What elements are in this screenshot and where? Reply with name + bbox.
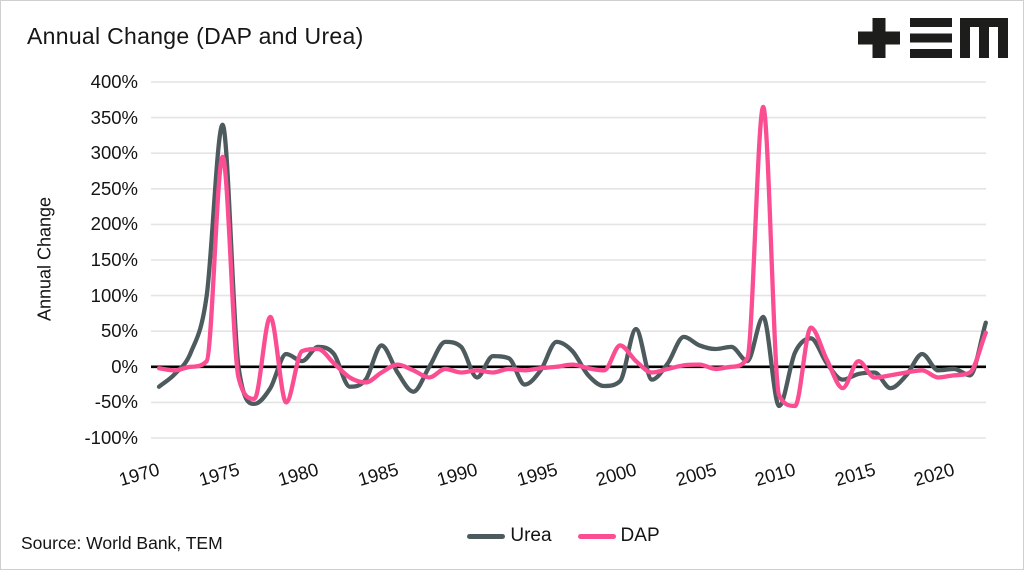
y-tick-label: 400% [90,71,138,92]
tem-logo-icon [858,18,1008,58]
line-chart-plot-area [151,81,988,439]
y-tick-label: -100% [84,427,138,448]
legend-item-dap: DAP [577,525,660,547]
y-tick-label: -50% [94,391,138,413]
y-tick-label: 150% [90,249,138,270]
legend-item-urea: Urea [467,525,552,547]
y-tick-label: 0% [111,355,138,377]
legend-label-dap: DAP [620,525,660,546]
y-tick-label: 300% [90,142,138,164]
y-tick-label: 200% [90,213,138,235]
urea-line-swatch-icon [467,533,506,539]
legend-label-urea: Urea [510,525,552,546]
dap-series-line [156,104,988,409]
y-tick-label: 50% [100,320,138,342]
y-tick-label: 350% [90,106,138,128]
chart-title: Annual Change (DAP and Urea) [27,23,364,49]
y-tick-label: 250% [90,177,138,199]
y-tick-label: 100% [90,284,138,306]
chart-legend: Urea DAP [141,525,986,547]
dap-line-swatch-icon [577,533,616,539]
source-note: Source: World Bank, TEM [21,533,223,553]
